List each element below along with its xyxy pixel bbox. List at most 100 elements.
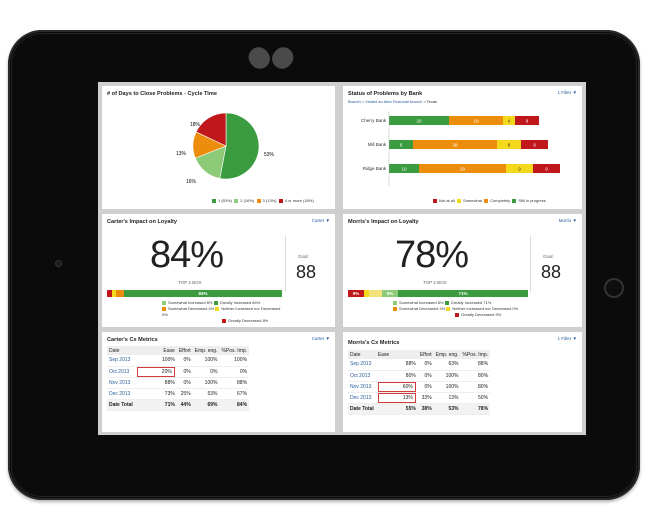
cell: 88% xyxy=(219,377,250,389)
filter-link[interactable]: 1 Filter ▼ xyxy=(557,90,577,95)
goal-label: Goal: xyxy=(543,254,554,259)
bank-label: Cherry Bank xyxy=(361,118,387,123)
legend-item: Somewhat Decreased 3% xyxy=(399,306,446,311)
flagged-value: 13% xyxy=(377,392,416,403)
breadcrumb-link[interactable]: Branch > Visited an Alba Financial branc… xyxy=(348,99,423,104)
legend-item: Neither Increased nor Decreased 0% xyxy=(452,306,519,311)
date-link[interactable]: Oct 2013 xyxy=(348,370,376,382)
cell: 80% xyxy=(460,381,491,393)
panel-title: Carter's Impact on Loyalty xyxy=(107,219,178,225)
cell: 0% xyxy=(176,377,193,389)
legend-item: Completely xyxy=(490,198,511,203)
top2-label: TOP 2 BOX xyxy=(178,280,202,285)
cycle-pie-chart: 53% 16% 13% 18% xyxy=(176,112,275,185)
date-link[interactable]: Dec 2013 xyxy=(107,388,135,400)
legend-swatch xyxy=(484,198,489,203)
status-bar-still-in-progress[interactable] xyxy=(389,116,449,125)
cell: 73% xyxy=(134,388,177,400)
status-legend: Not at all Somewhat Completely Still in … xyxy=(433,198,546,203)
cell: 13% xyxy=(375,392,418,404)
morris-cx-panel: Morris's Cx Metrics 1 Filter ▼ Date Ease… xyxy=(343,332,582,432)
legend-swatch xyxy=(278,198,283,203)
col-header[interactable]: Emp. eng. xyxy=(433,350,461,359)
bar-value-label: 8 xyxy=(400,143,403,148)
filter-link[interactable]: Carter ▼ xyxy=(311,218,330,223)
cell: 38% xyxy=(417,402,434,415)
col-header[interactable]: %Pos. Imp. xyxy=(219,346,250,355)
filter-link[interactable]: Morris ▼ xyxy=(558,218,577,223)
table-row: Nov 2013 60% 0% 100% 80% xyxy=(348,381,491,393)
bar-value-label: 8 xyxy=(508,143,511,148)
date-link[interactable]: Oct 2013 xyxy=(107,366,135,378)
bar-seg-greatly-increased: 71% xyxy=(398,290,528,297)
col-header[interactable]: Effort xyxy=(417,350,434,359)
col-header[interactable]: %Pos. Imp. xyxy=(460,350,491,359)
bar-value-label: 29 xyxy=(460,167,466,172)
col-header[interactable]: Ease xyxy=(375,350,418,359)
legend-item: 3 (13%) xyxy=(262,198,277,203)
table-row: Sep 2013 100% 0% 100% 100% xyxy=(107,355,250,367)
table-row: Oct 2013 80% 0% 100% 80% xyxy=(348,370,491,382)
status-bar-not-at-all[interactable] xyxy=(521,140,548,149)
status-bar-still-in-progress[interactable] xyxy=(389,164,419,173)
dashboard-screen: # of Days to Close Problems - Cycle Time… xyxy=(98,82,586,435)
pie-slice-1[interactable] xyxy=(219,112,260,180)
cell: 67% xyxy=(219,388,250,400)
date-link[interactable]: Dec 2013 xyxy=(348,392,376,404)
bank-label: Ridge Bank xyxy=(363,166,387,171)
status-bar-still-in-progress[interactable] xyxy=(389,140,413,149)
cell: 44% xyxy=(176,398,193,411)
filter-link[interactable]: 1 Filter ▼ xyxy=(557,336,577,341)
bar-seg-somewhat-decreased xyxy=(112,290,116,297)
legend-item: Greatly Decreased 9% xyxy=(461,312,502,317)
filter-link[interactable]: Carter ▼ xyxy=(311,336,330,341)
status-bar-somewhat[interactable] xyxy=(506,164,533,173)
breadcrumb[interactable]: Branch > Visited an Alba Financial branc… xyxy=(348,99,437,104)
pie-label-4: 18% xyxy=(190,122,201,128)
legend-item: Greatly Decreased 8% xyxy=(228,318,269,323)
date-link[interactable]: Sep 2013 xyxy=(348,359,376,371)
status-bar-completely[interactable] xyxy=(449,116,503,125)
loyalty-bar: 84% xyxy=(107,290,282,297)
col-header[interactable]: Date xyxy=(348,350,376,359)
status-bar-completely[interactable] xyxy=(413,140,497,149)
status-bar-not-at-all[interactable] xyxy=(533,164,560,173)
cell: 13% xyxy=(433,392,461,404)
legend-item: 2 (16%) xyxy=(240,198,255,203)
status-bar-not-at-all[interactable] xyxy=(515,116,539,125)
bar-value-label: 4 xyxy=(508,119,511,124)
status-bar-somewhat[interactable] xyxy=(497,140,521,149)
carter-cx-panel: Carter's Cx Metrics Carter ▼ Date Ease E… xyxy=(102,332,335,432)
bar-seg-greatly-decreased xyxy=(107,290,112,297)
carter-loyalty-panel: Carter's Impact on Loyalty Carter ▼ 84% … xyxy=(102,214,335,327)
pie-slice-4[interactable] xyxy=(195,112,227,147)
col-header[interactable]: Date xyxy=(107,346,135,355)
status-bar-somewhat[interactable] xyxy=(503,116,515,125)
cell: 63% xyxy=(433,359,461,371)
legend-item: 4 or more (18%) xyxy=(284,198,314,203)
cell: 88% xyxy=(134,377,177,389)
bar-seg-greatly-increased: 84% xyxy=(124,290,282,297)
table-header: Date Ease Effort Emp. eng. %Pos. Imp. xyxy=(107,346,250,355)
cell: 0% xyxy=(417,381,434,393)
legend-item: 1 (53%) xyxy=(218,198,233,203)
cell: Date Total xyxy=(107,398,135,411)
legend-item: Somewhat Increased 8% xyxy=(399,300,444,305)
home-button[interactable] xyxy=(604,278,624,298)
cell: 100% xyxy=(219,355,250,367)
panel-title: Morris's Cx Metrics xyxy=(348,340,400,346)
date-link[interactable]: Nov 2013 xyxy=(348,381,376,393)
loyalty-percent: 84% xyxy=(150,234,224,276)
status-bar-completely[interactable] xyxy=(419,164,506,173)
filter-label: 1 Filter xyxy=(557,90,572,95)
loyalty-percent: 78% xyxy=(395,234,469,276)
date-link[interactable]: Sep 2013 xyxy=(107,355,135,367)
col-header[interactable]: Emp. eng. xyxy=(192,346,220,355)
bar-value-label: 10 xyxy=(401,167,407,172)
legend-item: Still in progress xyxy=(518,198,546,203)
col-header[interactable]: Effort xyxy=(176,346,193,355)
date-link[interactable]: Nov 2013 xyxy=(107,377,135,389)
col-header[interactable]: Ease xyxy=(134,346,177,355)
cycle-time-panel: # of Days to Close Problems - Cycle Time… xyxy=(102,86,335,209)
cx-table: Date Ease Effort Emp. eng. %Pos. Imp. Se… xyxy=(348,350,491,415)
